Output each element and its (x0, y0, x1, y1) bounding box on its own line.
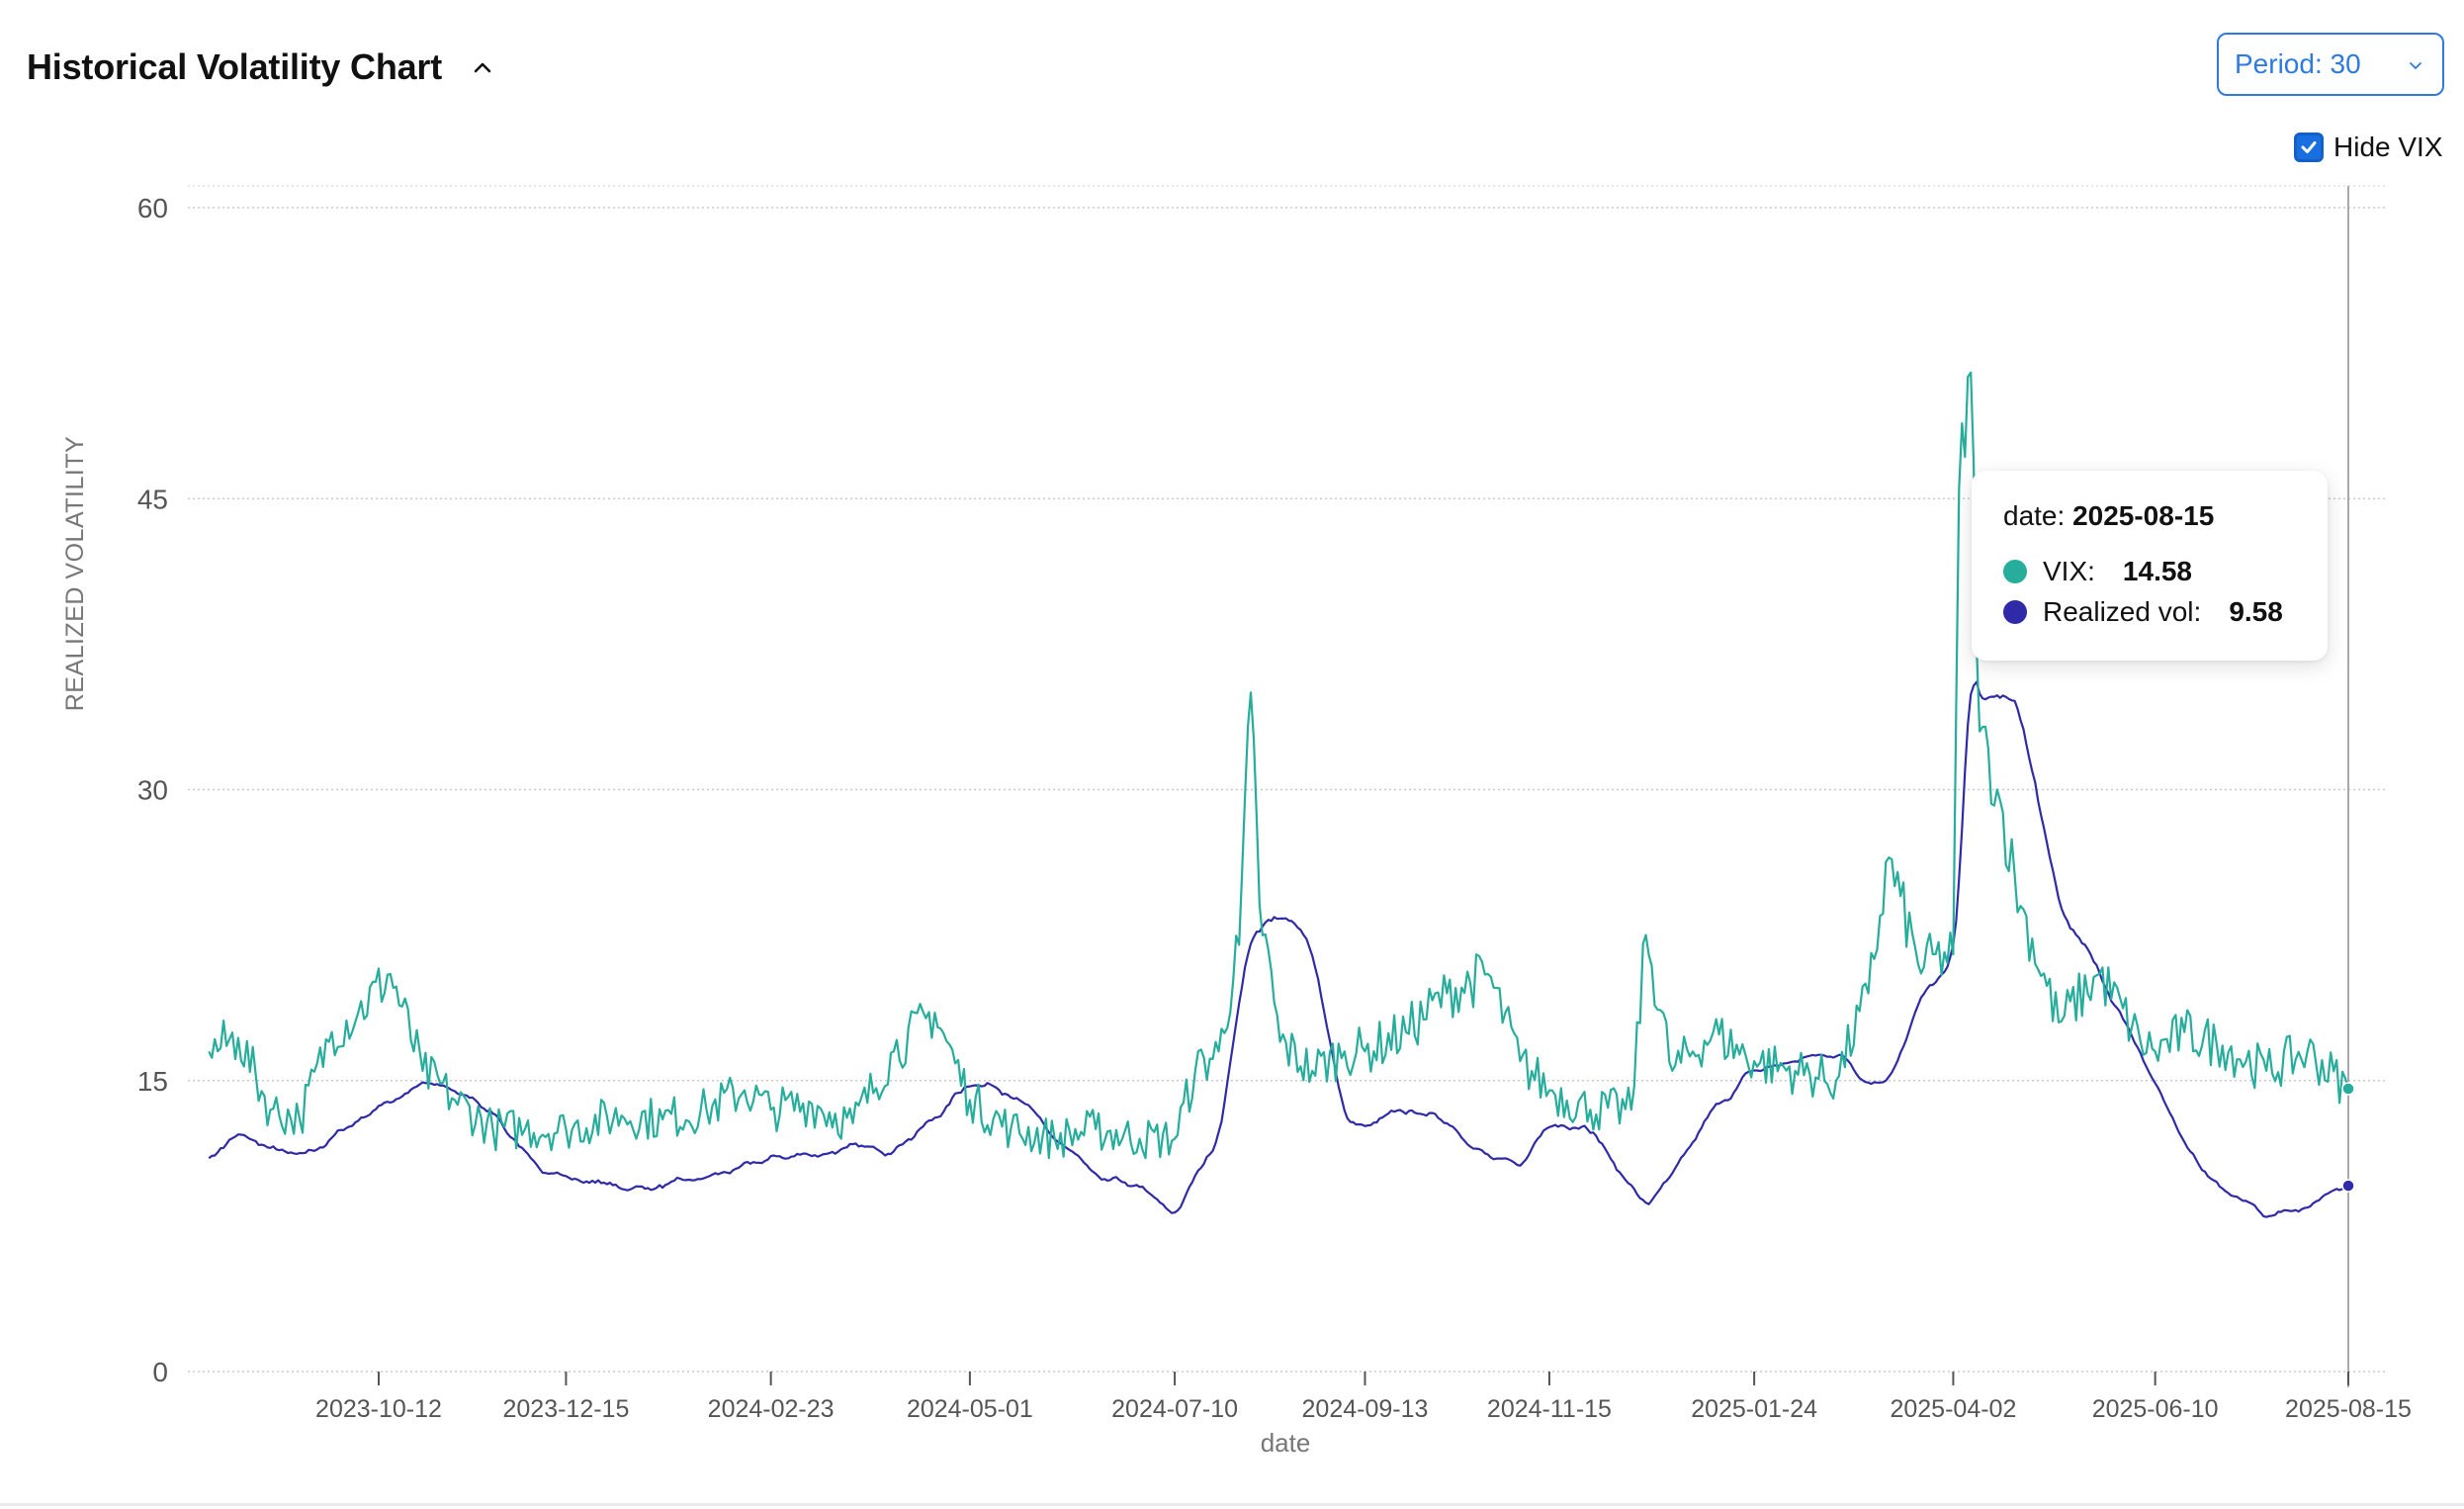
y-axis-label: REALIZED VOLATILITY (61, 436, 89, 712)
chart-title: Historical Volatility Chart (27, 46, 443, 87)
realized-vol-hover-point (2341, 1179, 2355, 1193)
y-tick-label: 45 (137, 484, 168, 514)
tooltip-vix-label: VIX: (2043, 556, 2095, 586)
x-axis-label: date (1261, 1428, 1311, 1458)
x-tick-label: 2023-12-15 (502, 1395, 629, 1423)
y-tick-label: 30 (137, 775, 168, 806)
chart-header: Historical Volatility Chart (27, 38, 495, 97)
tooltip-rv-value: 9.58 (2229, 596, 2283, 627)
chevron-down-icon (2410, 62, 2421, 69)
tooltip-vix-value: 14.58 (2122, 556, 2192, 586)
tooltip-rv-label: Realized vol: (2043, 596, 2202, 627)
hide-vix-toggle[interactable]: Hide VIX (2294, 132, 2443, 163)
x-tick-label: 2025-04-02 (1890, 1395, 2016, 1423)
y-tick-label: 15 (137, 1066, 168, 1097)
realized-legend-dot (2003, 600, 2027, 624)
tooltip-row-realized: Realized vol: 9.58 (2003, 595, 2283, 629)
vix-hover-point (2341, 1082, 2355, 1096)
period-select-label: Period: 30 (2235, 48, 2361, 79)
realized-vol-series-line (208, 680, 2349, 1218)
vix-legend-dot (2003, 560, 2027, 583)
tooltip-date-label: date: (2003, 500, 2066, 531)
x-tick-label: 2024-02-23 (708, 1395, 835, 1423)
x-tick-label: 2025-01-24 (1691, 1395, 1817, 1423)
chart-tooltip: date: 2025-08-15 VIX: 14.58 Realized vol… (1972, 471, 2328, 661)
vix-series-line (208, 371, 2350, 1160)
hide-vix-label: Hide VIX (2333, 132, 2443, 162)
y-tick-label: 60 (137, 193, 168, 223)
chevron-up-icon[interactable] (470, 54, 495, 80)
x-tick-label: 2024-09-13 (1302, 1395, 1429, 1423)
x-tick-label: 2024-07-10 (1111, 1395, 1238, 1423)
x-tick-label: 2024-05-01 (907, 1395, 1033, 1423)
tooltip-row-vix: VIX: 14.58 (2003, 555, 2192, 588)
tooltip-date-value: 2025-08-15 (2072, 500, 2215, 531)
x-tick-label: 2025-08-15 (2285, 1395, 2412, 1423)
y-tick-label: 0 (152, 1357, 168, 1387)
period-select[interactable]: Period: 30 (2217, 33, 2444, 96)
x-tick-label: 2023-10-12 (315, 1395, 442, 1423)
x-tick-label: 2024-11-15 (1487, 1395, 1612, 1423)
hide-vix-checkbox[interactable] (2294, 133, 2324, 162)
x-tick-label: 2025-06-10 (2092, 1395, 2219, 1423)
tooltip-date: date: 2025-08-15 (2003, 500, 2214, 532)
check-icon (2301, 141, 2317, 153)
